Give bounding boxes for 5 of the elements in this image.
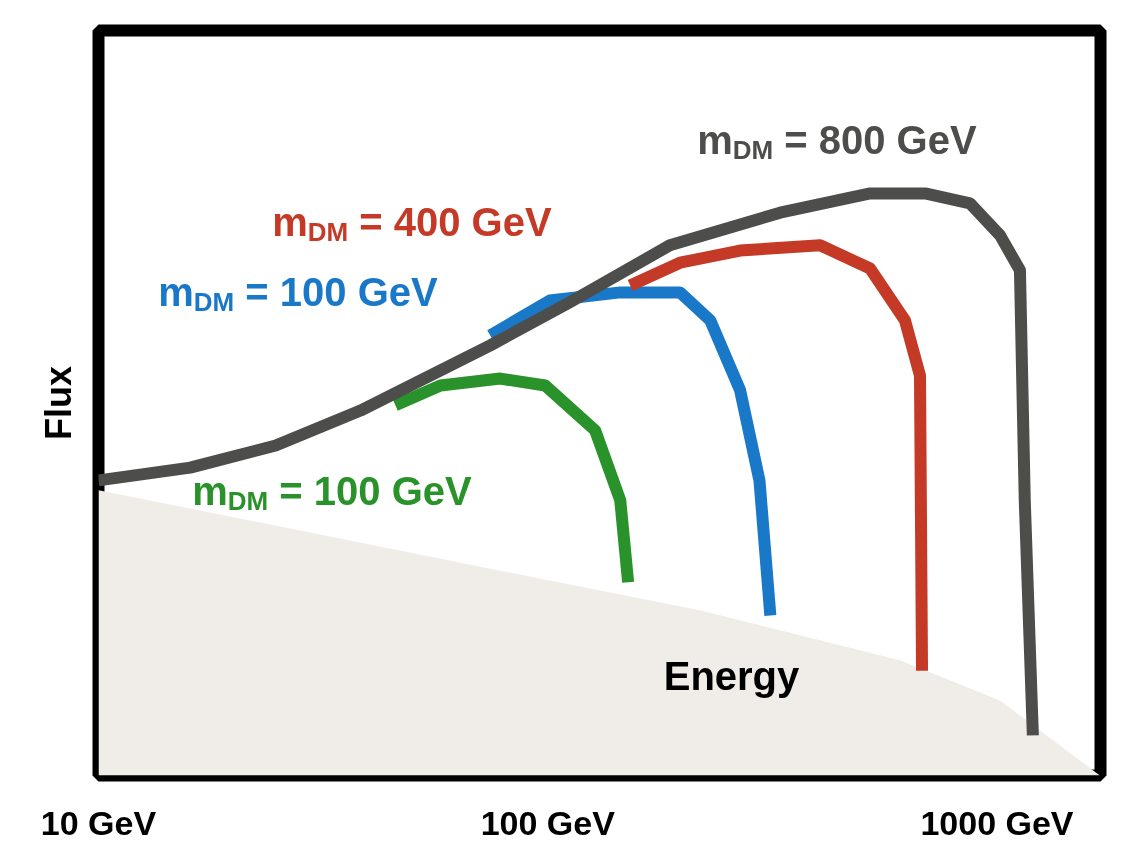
x-tick-label: 1000 GeV — [920, 803, 1074, 842]
x-tick-label: 100 GeV — [480, 803, 616, 842]
x-axis-title: Energy — [663, 653, 801, 698]
x-tick-label: 10 GeV — [40, 803, 157, 842]
y-axis-title: Flux — [37, 365, 79, 440]
